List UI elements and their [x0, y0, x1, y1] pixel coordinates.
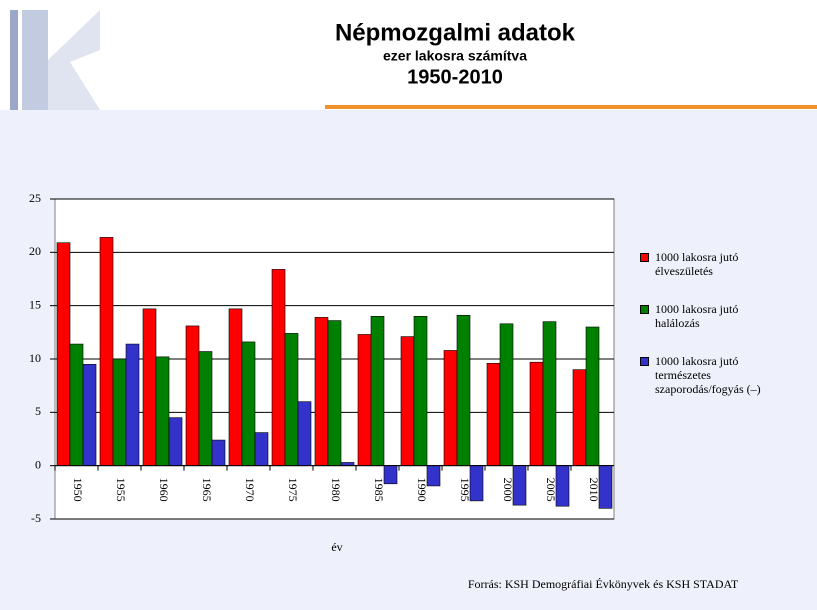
header-band: [0, 0, 817, 110]
y-tick-label: -5: [31, 511, 41, 525]
bar: [357, 334, 372, 466]
x-tick-label: 1980: [329, 478, 343, 502]
bar: [297, 401, 312, 466]
bar: [82, 364, 97, 466]
bar: [198, 351, 213, 466]
x-tick-label: 1975: [286, 478, 300, 502]
legend: 1000 lakosra jutó élveszületés 1000 lakos…: [640, 250, 800, 420]
bar: [499, 323, 514, 466]
x-tick-label: 1960: [157, 478, 171, 502]
legend-item: 1000 lakosra jutó természetes szaporodás…: [640, 354, 800, 396]
legend-swatch: [640, 305, 649, 314]
bar: [314, 317, 329, 466]
x-tick-label: 2000: [501, 478, 515, 502]
x-tick-label: 1955: [114, 478, 128, 502]
bar: [211, 439, 226, 466]
y-tick-label: 10: [29, 351, 41, 365]
logo-stem: [22, 10, 48, 110]
legend-label: 1000 lakosra jutó természetes szaporodás…: [655, 354, 761, 396]
x-tick-label: 1985: [372, 478, 386, 502]
bar: [370, 316, 385, 466]
bar: [486, 362, 501, 466]
bar: [241, 341, 256, 466]
x-tick-label: 1990: [415, 478, 429, 502]
logo-shape: [48, 10, 100, 110]
bar: [413, 316, 428, 466]
bar: [456, 314, 471, 466]
bar: [572, 369, 587, 466]
legend-swatch: [640, 357, 649, 366]
bar: [99, 237, 114, 466]
bar: [585, 326, 600, 466]
bar: [56, 242, 71, 466]
bar: [228, 308, 243, 466]
legend-label: 1000 lakosra jutó halálozás: [655, 302, 739, 330]
y-tick-label: 25: [29, 191, 41, 205]
bar: [254, 432, 269, 466]
bar: [168, 417, 183, 466]
bar: [284, 333, 299, 466]
header-rule: [325, 105, 817, 109]
bar: [529, 361, 544, 466]
source: Forrás: KSH Demográfiai Évkönyvek és KSH…: [468, 577, 739, 591]
bar: [400, 336, 415, 466]
bar: [69, 343, 84, 466]
x-tick-label: 2005: [544, 478, 558, 502]
period: 1950-2010: [407, 66, 503, 88]
x-tick-label: 1965: [200, 478, 214, 502]
bar: [112, 358, 127, 466]
bar: [271, 269, 286, 466]
y-tick-label: 0: [35, 457, 41, 471]
bar: [443, 350, 458, 466]
bar: [185, 325, 200, 466]
title: Népmozgalmi adatok: [335, 19, 576, 46]
legend-item: 1000 lakosra jutó halálozás: [640, 302, 800, 330]
x-tick-label: 1950: [71, 478, 85, 502]
x-axis-label: év: [331, 540, 342, 554]
bar: [542, 321, 557, 466]
legend-label: 1000 lakosra jutó élveszületés: [655, 250, 739, 278]
bar: [142, 308, 157, 466]
x-tick-label: 2010: [587, 478, 601, 502]
bar: [327, 320, 342, 466]
logo-bar: [10, 10, 18, 110]
subtitle: ezer lakosra számítva: [383, 48, 527, 64]
y-tick-label: 20: [29, 244, 41, 258]
legend-item: 1000 lakosra jutó élveszületés: [640, 250, 800, 278]
y-tick-label: 5: [35, 404, 41, 418]
x-tick-label: 1970: [243, 478, 257, 502]
bar: [155, 356, 170, 466]
x-tick-label: 1995: [458, 478, 472, 502]
bar: [125, 343, 140, 466]
y-tick-label: 15: [29, 297, 41, 311]
legend-swatch: [640, 253, 649, 262]
